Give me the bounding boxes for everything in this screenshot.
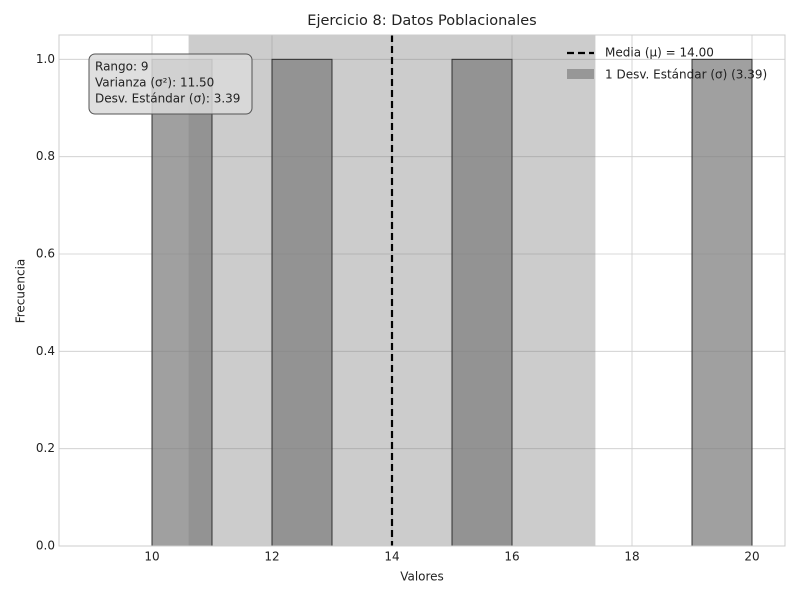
y-tick-label: 0.6 [36,247,55,261]
chart-title: Ejercicio 8: Datos Poblacionales [307,13,536,29]
x-tick-label: 14 [384,550,399,564]
stats-text: Varianza (σ²): 11.50 [95,76,214,90]
x-tick-label: 20 [744,550,759,564]
y-axis-label: Frecuencia [14,259,28,324]
bar [691,58,753,547]
x-tick-label: 12 [264,550,279,564]
x-axis-label: Valores [400,570,444,584]
bar [151,58,213,547]
bar [451,58,513,547]
x-tick-label: 18 [624,550,639,564]
stats-box [88,53,253,115]
y-tick-label: 0.2 [36,441,55,455]
stats-text: Desv. Estándar (σ): 3.39 [95,92,240,106]
bar [271,58,333,547]
y-tick-label: 0.0 [36,539,55,553]
stats-text: Rango: 9 [95,60,148,74]
y-tick-label: 1.0 [36,52,55,66]
x-tick-label: 10 [144,550,159,564]
x-tick-label: 16 [504,550,519,564]
legend-label: 1 Desv. Estándar (σ) (3.39) [605,68,767,82]
legend-label: Media (μ) = 14.00 [605,46,714,60]
plot-frame [58,34,786,547]
legend-swatch [567,69,594,79]
y-tick-label: 0.8 [36,149,55,163]
y-tick-label: 0.4 [36,344,55,358]
